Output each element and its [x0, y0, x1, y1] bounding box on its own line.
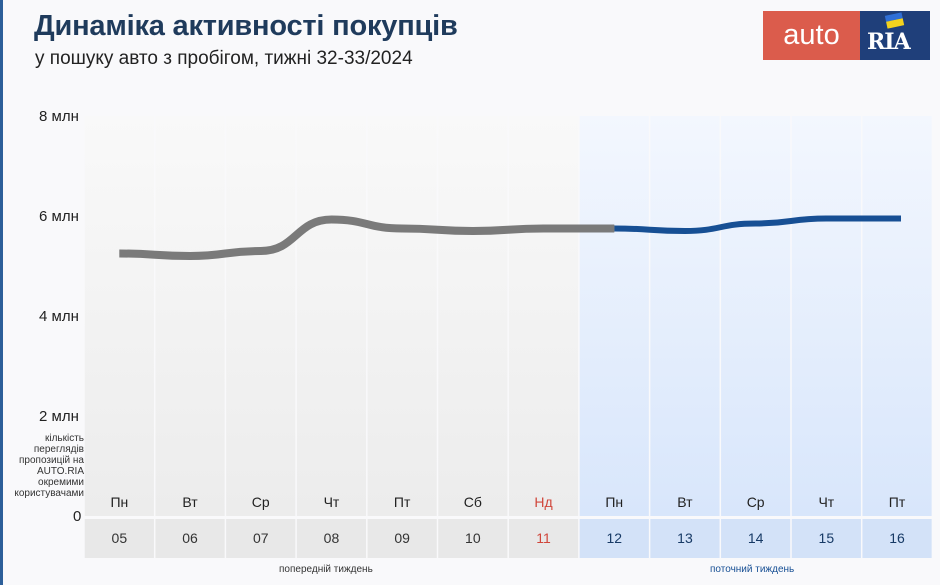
date-label: 11 — [536, 530, 551, 546]
chart-subtitle: у пошуку авто з пробігом, тижні 32-33/20… — [35, 48, 413, 69]
day-column — [367, 116, 437, 516]
date-label: 15 — [819, 530, 835, 546]
y-tick-label: 2 млн — [39, 408, 79, 425]
weekday-label: Ср — [252, 494, 270, 510]
weekday-label: Пн — [110, 494, 128, 510]
date-label: 08 — [324, 530, 340, 546]
date-label: 13 — [677, 530, 693, 546]
date-label: 06 — [182, 530, 198, 546]
day-column — [862, 116, 932, 516]
day-column — [721, 116, 791, 516]
date-cell — [438, 519, 508, 558]
day-column — [296, 116, 367, 516]
date-cell — [155, 519, 225, 558]
date-cell — [84, 519, 154, 558]
date-label: 07 — [253, 530, 269, 546]
weekday-label: Чт — [324, 494, 340, 510]
weekday-label: Пт — [889, 494, 906, 510]
logo-auto-part: auto — [763, 11, 860, 60]
previous-week-caption: попередній тиждень — [279, 564, 373, 575]
date-cell — [579, 519, 649, 558]
y-tick-label: 4 млн — [39, 308, 79, 325]
y-tick-label: 0 — [73, 508, 82, 525]
current-week-caption: поточний тиждень — [710, 564, 795, 575]
date-cell — [721, 519, 791, 558]
weekday-label: Пт — [394, 494, 411, 510]
day-column — [508, 116, 579, 516]
date-cell — [650, 519, 720, 558]
y-tick-label: 6 млн — [39, 208, 79, 225]
date-label: 14 — [748, 530, 764, 546]
date-cell — [226, 519, 296, 558]
date-label: 09 — [394, 530, 410, 546]
weekday-label: Сб — [464, 494, 482, 510]
weekday-label: Нд — [534, 494, 552, 510]
logo-ria-part: RIA — [860, 11, 930, 60]
day-column — [84, 116, 154, 516]
date-label: 12 — [606, 530, 622, 546]
y-tick-label: 8 млн — [39, 108, 79, 125]
day-column — [650, 116, 720, 516]
day-column — [791, 116, 861, 516]
date-label: 10 — [465, 530, 481, 546]
day-column — [438, 116, 508, 516]
date-cell — [508, 519, 579, 558]
weekday-label: Пн — [605, 494, 623, 510]
weekday-label: Вт — [182, 494, 198, 510]
date-cell — [296, 519, 367, 558]
weekday-label: Ср — [747, 494, 765, 510]
logo-ria-text: RIA — [867, 29, 911, 55]
date-cell — [791, 519, 861, 558]
y-axis-label: кількість переглядів пропозицій на AUTO.… — [14, 433, 84, 499]
chart-title: Динаміка активності покупців — [34, 10, 458, 42]
day-column — [155, 116, 225, 516]
day-column — [226, 116, 296, 516]
day-column — [579, 116, 649, 516]
autoria-logo: auto RIA — [763, 11, 930, 60]
date-label: 16 — [889, 530, 905, 546]
date-label: 05 — [112, 530, 128, 546]
date-cell — [862, 519, 932, 558]
previous-week-line — [119, 215, 615, 261]
date-cell — [367, 519, 437, 558]
weekday-label: Вт — [677, 494, 693, 510]
weekday-label: Чт — [818, 494, 834, 510]
left-accent-rule — [0, 0, 3, 585]
